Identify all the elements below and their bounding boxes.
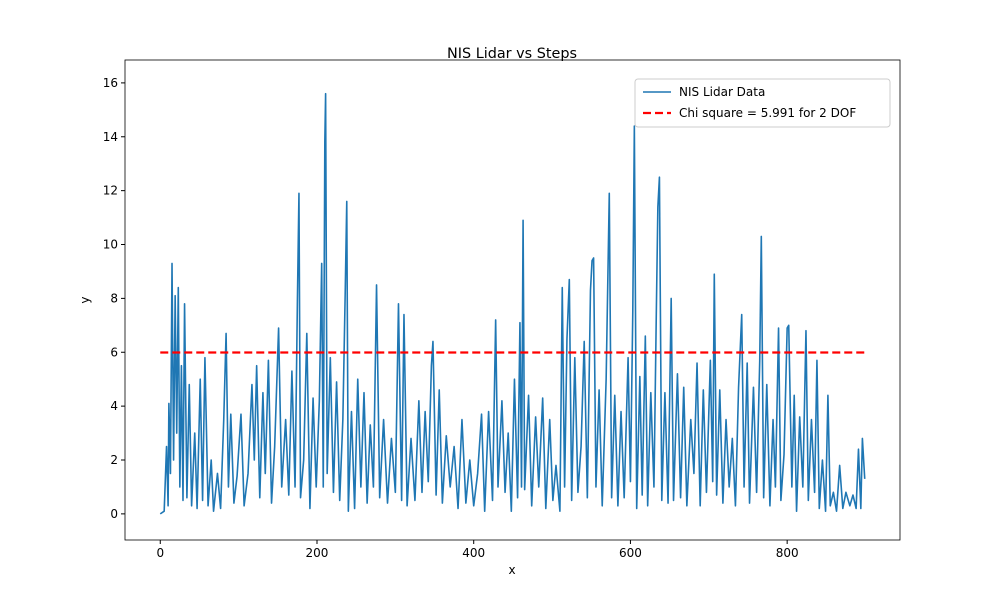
y-tick-label: 4 [110, 399, 118, 413]
y-tick-label: 8 [110, 291, 118, 305]
x-tick-label: 0 [156, 546, 164, 560]
y-axis-label: y [78, 296, 92, 303]
y-tick-label: 10 [103, 238, 118, 252]
chart-title: NIS Lidar vs Steps [447, 46, 577, 62]
legend-box [634, 78, 891, 128]
y-tick-label: 2 [110, 453, 118, 467]
y-tick-label: 0 [110, 507, 118, 521]
y-tick-label: 14 [103, 130, 118, 144]
legend-label: NIS Lidar Data [679, 85, 765, 99]
x-tick-label: 200 [306, 546, 329, 560]
plot-frame [124, 59, 901, 541]
x-tick-label: 800 [776, 546, 799, 560]
y-tick-label: 12 [103, 184, 118, 198]
y-tick-label: 6 [110, 345, 118, 359]
y-tick-label: 16 [103, 76, 118, 90]
line-series [159, 92, 866, 515]
legend-label: Chi square = 5.991 for 2 DOF [679, 106, 856, 120]
x-axis-label: x [508, 563, 515, 577]
x-tick-label: 600 [619, 546, 642, 560]
x-tick-label: 400 [462, 546, 485, 560]
